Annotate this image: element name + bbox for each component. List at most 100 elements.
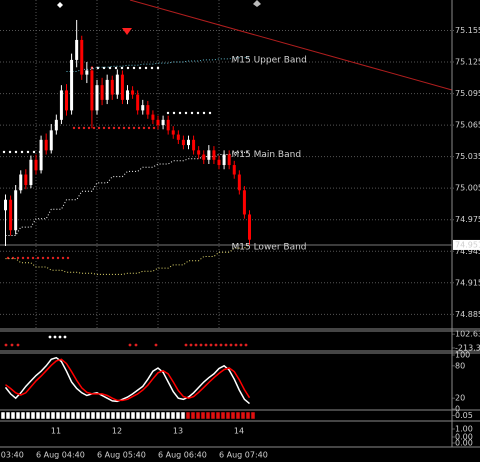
candle-body bbox=[14, 190, 18, 231]
y-tick-label: 0.05 bbox=[455, 411, 473, 420]
candle-body bbox=[207, 150, 211, 160]
dot bbox=[61, 256, 65, 260]
candle-body bbox=[166, 119, 170, 131]
x-tick-label: 6 Aug 03:40 bbox=[0, 451, 24, 460]
state-block bbox=[115, 411, 121, 420]
dot bbox=[214, 343, 218, 347]
dot bbox=[126, 66, 130, 70]
candle-body bbox=[80, 39, 84, 75]
fractal-marker bbox=[57, 2, 63, 8]
y-tick-label: 75.065 bbox=[455, 121, 480, 130]
state-block bbox=[10, 411, 16, 420]
candle-body bbox=[136, 94, 140, 111]
dot bbox=[46, 256, 50, 260]
dot bbox=[97, 126, 101, 130]
dot bbox=[107, 126, 111, 130]
y-tick-label: 20 bbox=[455, 394, 465, 403]
candle-body bbox=[202, 154, 206, 160]
dot bbox=[229, 343, 233, 347]
state-block bbox=[235, 411, 241, 420]
state-block bbox=[130, 411, 136, 420]
state-block bbox=[185, 411, 191, 420]
y-tick-label: 74.975 bbox=[455, 215, 480, 224]
state-block bbox=[200, 411, 206, 420]
state-block bbox=[75, 411, 81, 420]
state-block bbox=[220, 411, 226, 420]
dot bbox=[66, 256, 70, 260]
dot bbox=[87, 126, 91, 130]
state-block bbox=[215, 411, 221, 420]
candle-body bbox=[65, 90, 68, 111]
dot bbox=[209, 343, 213, 347]
candle-body bbox=[197, 150, 201, 155]
state-block bbox=[210, 411, 216, 420]
candle-body bbox=[59, 90, 63, 120]
dot bbox=[26, 150, 30, 154]
dot bbox=[58, 335, 62, 339]
candle-body bbox=[4, 199, 7, 211]
dot bbox=[154, 343, 158, 347]
dot bbox=[137, 126, 141, 130]
state-block bbox=[195, 411, 201, 420]
candle-body bbox=[151, 114, 155, 120]
state-block bbox=[110, 411, 116, 420]
x-tick-label: 6 Aug 04:40 bbox=[36, 451, 85, 460]
candle-body bbox=[222, 154, 226, 166]
state-block bbox=[240, 411, 246, 420]
candle-body bbox=[171, 130, 175, 135]
state-block bbox=[25, 411, 31, 420]
state-block bbox=[150, 411, 156, 420]
band-line bbox=[5, 243, 250, 275]
state-block bbox=[205, 411, 211, 420]
state-block bbox=[70, 411, 76, 420]
dot bbox=[202, 111, 206, 115]
y-tick-label: 75.095 bbox=[455, 89, 480, 98]
dot bbox=[8, 150, 12, 154]
candle-body bbox=[120, 74, 124, 100]
candle-body bbox=[242, 190, 246, 215]
dot bbox=[128, 343, 132, 347]
dot bbox=[142, 126, 146, 130]
candle-body bbox=[217, 159, 221, 166]
band-label: M15 Lower Band bbox=[232, 242, 307, 252]
indicator-line bbox=[4, 356, 250, 405]
y-tick-label: 0 bbox=[455, 405, 460, 414]
x-tick-label: 6 Aug 06:40 bbox=[158, 451, 207, 460]
dot bbox=[41, 256, 45, 260]
dot bbox=[16, 256, 20, 260]
candle-body bbox=[95, 85, 99, 111]
state-block bbox=[230, 411, 236, 420]
y-tick-label: 75.035 bbox=[455, 152, 480, 161]
candle-body bbox=[70, 59, 74, 111]
candle-body bbox=[90, 70, 94, 111]
dot bbox=[102, 66, 106, 70]
state-block bbox=[80, 411, 86, 420]
y-tick-label: 102.63 bbox=[455, 330, 480, 339]
candle-body bbox=[161, 119, 165, 126]
dot bbox=[189, 343, 193, 347]
current-price-box bbox=[453, 239, 480, 250]
dot bbox=[108, 66, 112, 70]
dot bbox=[32, 150, 36, 154]
state-block bbox=[160, 411, 166, 420]
state-block bbox=[100, 411, 106, 420]
dot bbox=[184, 343, 188, 347]
state-block bbox=[175, 411, 181, 420]
state-block bbox=[0, 411, 6, 420]
candle-body bbox=[44, 139, 48, 151]
state-block bbox=[180, 411, 186, 420]
dot bbox=[96, 66, 100, 70]
dot bbox=[4, 343, 8, 347]
dot bbox=[2, 150, 6, 154]
y-tick-label: 75.155 bbox=[455, 26, 480, 35]
dot bbox=[134, 343, 138, 347]
signal-arrow bbox=[122, 28, 132, 35]
y-tick-label: 74.915 bbox=[455, 278, 480, 287]
dot bbox=[56, 256, 60, 260]
state-block bbox=[165, 411, 171, 420]
candle-body bbox=[110, 79, 114, 95]
day-label: 14 bbox=[234, 427, 244, 436]
state-block bbox=[5, 411, 11, 420]
dot bbox=[48, 335, 52, 339]
